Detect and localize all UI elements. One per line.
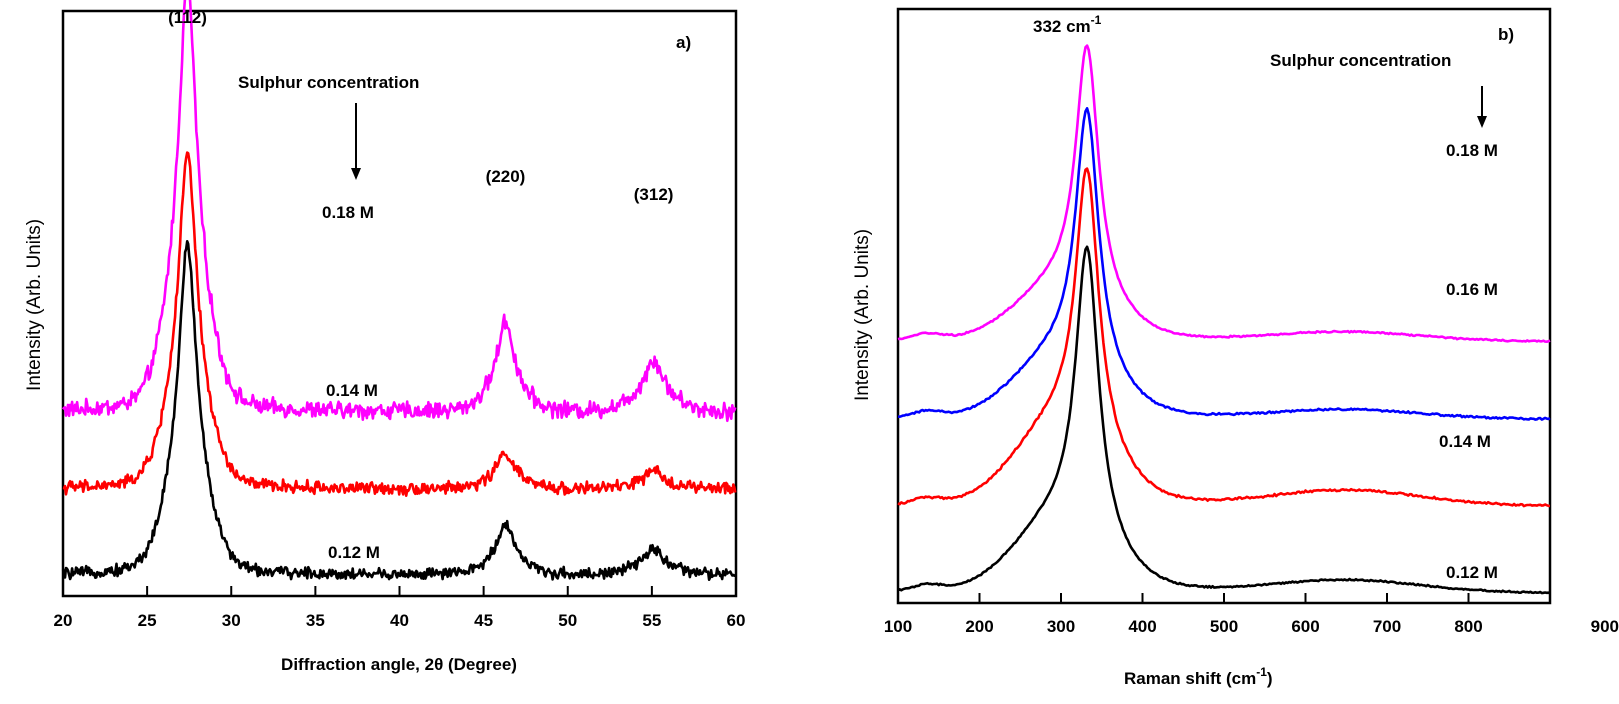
raman-down-arrow — [1477, 86, 1487, 128]
xrd-peak-label-312: (312) — [634, 185, 674, 204]
xrd-panel-label: a) — [676, 33, 691, 52]
xrd-y-axis-title: Intensity (Arb. Units) — [24, 219, 45, 391]
raman-series-line — [897, 245, 1551, 595]
raman-series-label-016: 0.16 M — [1446, 280, 1498, 299]
raman-series-group — [897, 44, 1551, 595]
raman-tick-label: 800 — [1454, 617, 1482, 636]
xrd-tick-label: 60 — [727, 611, 746, 630]
xrd-peak-label-220: (220) — [486, 167, 526, 186]
raman-peak-label: 332 cm-1 — [1033, 13, 1102, 36]
xrd-tick-label: 55 — [642, 611, 661, 630]
raman-tick-label: 700 — [1373, 617, 1401, 636]
xrd-x-axis-title: Diffraction angle, 2θ (Degree) — [281, 655, 517, 674]
xrd-series-label-018: 0.18 M — [322, 203, 374, 222]
raman-y-axis-title: Intensity (Arb. Units) — [852, 229, 873, 401]
xrd-peak-label-112: (112) — [168, 8, 207, 27]
raman-tick-label: 900 — [1591, 617, 1619, 636]
raman-panel-label: b) — [1498, 25, 1514, 44]
xrd-series-line — [61, 240, 737, 581]
raman-panel: 100 200 300 400 500 600 700 800 900 b) 332 cm-1 … — [852, 7, 1619, 688]
xrd-series-line — [62, 151, 737, 497]
raman-x-axis-title: Raman shift (cm-1) — [1124, 665, 1273, 688]
xrd-series-label-012: 0.12 M — [328, 543, 380, 562]
xrd-series-label-014: 0.14 M — [326, 381, 378, 400]
raman-series-label-018: 0.18 M — [1446, 141, 1498, 160]
xrd-tick-label: 20 — [54, 611, 73, 630]
xrd-series-group — [61, 0, 737, 581]
raman-series-line — [897, 167, 1551, 508]
raman-series-label-014: 0.14 M — [1439, 432, 1491, 451]
xrd-tick-label: 40 — [390, 611, 409, 630]
raman-tick-label: 300 — [1047, 617, 1075, 636]
raman-tick-label: 500 — [1210, 617, 1238, 636]
xrd-tick-label: 50 — [558, 611, 577, 630]
raman-x-ticks: 100 200 300 400 500 600 700 800 900 — [884, 593, 1619, 636]
raman-series-line — [897, 107, 1551, 421]
xrd-tick-label: 30 — [222, 611, 241, 630]
xrd-x-ticks: 20 25 30 35 40 45 50 55 60 — [54, 586, 746, 630]
xrd-tick-label: 45 — [474, 611, 493, 630]
raman-series-line — [897, 44, 1551, 343]
xrd-tick-label: 25 — [138, 611, 157, 630]
raman-series-label-012: 0.12 M — [1446, 563, 1498, 582]
xrd-series-line — [61, 0, 737, 423]
xrd-panel: 20 25 30 35 40 45 50 55 60 a) Sulphur concentrat… — [24, 0, 745, 674]
raman-tick-label: 200 — [965, 617, 993, 636]
raman-tick-label: 600 — [1291, 617, 1319, 636]
xrd-sulphur-annotation: Sulphur concentration — [238, 73, 419, 92]
raman-tick-label: 100 — [884, 617, 912, 636]
raman-plot-frame — [896, 7, 1552, 605]
xrd-down-arrow — [351, 103, 361, 180]
raman-sulphur-annotation: Sulphur concentration — [1270, 51, 1451, 70]
xrd-tick-label: 35 — [306, 611, 325, 630]
raman-tick-label: 400 — [1128, 617, 1156, 636]
